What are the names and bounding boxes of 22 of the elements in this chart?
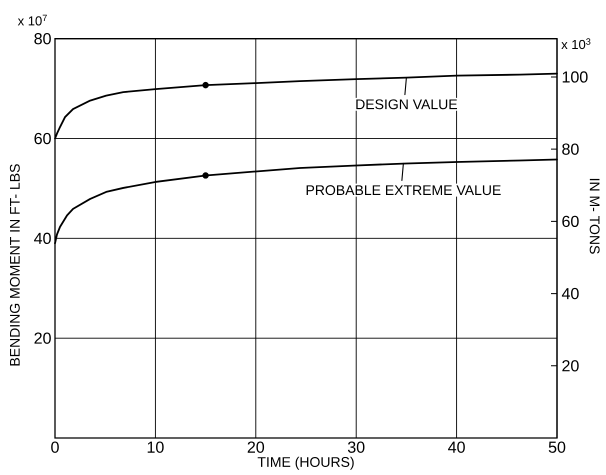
annotation: DESIGN VALUE bbox=[356, 99, 458, 110]
text: x 10$^{3}$ bbox=[561, 38, 590, 50]
y2-tick-label: 80 bbox=[562, 144, 579, 155]
text: x 10$^{7}$ bbox=[18, 14, 47, 26]
x-tick-label: 20 bbox=[248, 442, 264, 453]
x-tick-label: 40 bbox=[448, 442, 465, 453]
x-tick-label: 50 bbox=[548, 442, 566, 453]
y2-tick-label: 40 bbox=[562, 288, 579, 300]
y-tick-label: 60 bbox=[34, 132, 51, 144]
x-axis-title: TIME (HOURS) bbox=[258, 456, 354, 470]
y-tick-label: 80 bbox=[34, 33, 51, 44]
x-tick-label: 30 bbox=[348, 442, 364, 453]
y-axis-title: BENDING MOMENT IN FT- LBS bbox=[10, 164, 20, 366]
y2-tick-label: 100 bbox=[562, 71, 588, 83]
x-tick-label: 0 bbox=[51, 442, 59, 453]
annotation: PROBABLE EXTREME VALUE bbox=[306, 185, 501, 196]
x-tick-label: 10 bbox=[148, 442, 164, 453]
y2-axis-title: IN M- TONS bbox=[590, 178, 600, 254]
y-tick-label: 20 bbox=[34, 332, 51, 344]
y2-tick-label: 60 bbox=[562, 216, 579, 228]
y2-tick-label: 20 bbox=[562, 360, 579, 372]
y-tick-label: 40 bbox=[34, 232, 51, 244]
